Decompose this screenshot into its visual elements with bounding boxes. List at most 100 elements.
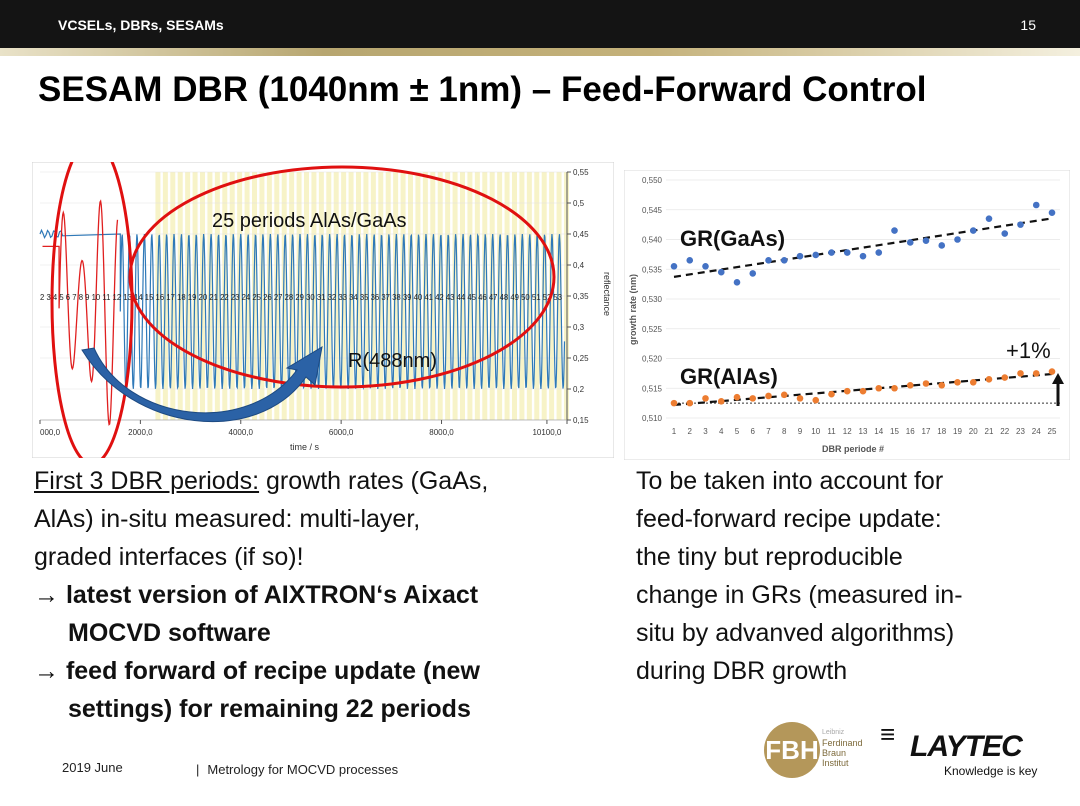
alas-point bbox=[969, 379, 977, 386]
gaas-point bbox=[954, 236, 961, 243]
y-tick-label: 0,3 bbox=[573, 323, 585, 332]
reflectance-chart: 2 3 4 5 6 7 8 9 10 11 12 13 14 15 16 17 … bbox=[32, 162, 614, 458]
y-tick-label: 0,25 bbox=[573, 354, 589, 363]
series-alas-label: GR(AlAs) bbox=[680, 364, 778, 389]
section-title: VCSELs, DBRs, SESAMs bbox=[58, 17, 224, 33]
gaas-point bbox=[938, 242, 946, 249]
first-periods-underline: First 3 DBR periods: bbox=[34, 467, 260, 495]
y-tick-label: 0,55 bbox=[573, 168, 589, 177]
alas-point bbox=[843, 387, 851, 395]
gaas-point bbox=[702, 262, 709, 270]
y-tick-label: 0,520 bbox=[642, 355, 663, 364]
y-tick-label: 0,35 bbox=[573, 292, 589, 301]
series-gaas-label: GR(GaAs) bbox=[680, 226, 785, 251]
fbh-text-line: Braun bbox=[822, 748, 847, 758]
laytec-symbol-icon: ≡ bbox=[880, 719, 896, 749]
first-periods-ellipse bbox=[50, 162, 134, 458]
reflectance-signal-main bbox=[39, 228, 566, 390]
gaas-point bbox=[780, 257, 788, 264]
gaas-point bbox=[891, 227, 898, 234]
x-tick-label: 25 bbox=[1048, 427, 1057, 436]
y-tick-label: 0,530 bbox=[642, 295, 663, 304]
y-tick-label: 0,5 bbox=[573, 199, 585, 208]
x-tick-label: 19 bbox=[953, 427, 962, 436]
left-text-block: First 3 DBR periods: growth rates (GaAs,… bbox=[34, 462, 594, 728]
y-tick-label: 0,525 bbox=[642, 325, 663, 334]
y-axis-label: reflectance bbox=[602, 272, 612, 316]
alas-point bbox=[1001, 374, 1009, 381]
increase-label: +1% bbox=[1006, 338, 1051, 363]
x-tick-label: 4000,0 bbox=[229, 428, 254, 437]
alas-point bbox=[1017, 370, 1024, 377]
y-tick-label: 0,45 bbox=[573, 230, 589, 239]
fbh-logo-text: Leibniz Ferdinand Braun Institut bbox=[822, 728, 882, 768]
footer-date: 2019 June bbox=[62, 760, 123, 775]
x-tick-label: 3 bbox=[703, 427, 708, 436]
gaas-point bbox=[733, 279, 741, 286]
y-tick-label: 0,545 bbox=[642, 206, 663, 215]
bullet-1-text: latest version of AIXTRON‘s Aixact bbox=[59, 581, 479, 609]
x-tick-label: 2000,0 bbox=[128, 428, 153, 437]
arrow-icon: → bbox=[34, 581, 59, 609]
x-tick-label: 21 bbox=[985, 427, 994, 436]
y-tick-label: 0,550 bbox=[642, 176, 663, 185]
bullet-2-cont: settings) for remaining 22 periods bbox=[68, 695, 471, 723]
alas-point bbox=[859, 387, 867, 395]
x-tick-label: 1 bbox=[672, 427, 677, 436]
x-tick-label: 9 bbox=[798, 427, 803, 436]
gaas-point bbox=[1001, 230, 1009, 237]
gaas-point bbox=[796, 252, 804, 260]
alas-point bbox=[796, 395, 804, 402]
left-line-3: graded interfaces (if so)! bbox=[34, 543, 304, 571]
gaas-point bbox=[985, 215, 993, 222]
signal-label: R(488nm) bbox=[348, 350, 437, 372]
laytec-logo: LAYTEC bbox=[910, 730, 1023, 763]
x-tick-label: 15 bbox=[890, 427, 899, 436]
x-tick-label: 20 bbox=[969, 427, 978, 436]
x-tick-label: 6000,0 bbox=[329, 428, 354, 437]
fbh-logo: FBH bbox=[764, 722, 820, 778]
x-tick-label: 10100,0 bbox=[532, 428, 561, 437]
periods-ellipse bbox=[128, 165, 556, 389]
right-line-2: feed-forward recipe update: bbox=[636, 505, 942, 533]
bullet-1-cont: MOCVD software bbox=[68, 619, 271, 647]
x-tick-label: 18 bbox=[937, 427, 946, 436]
growth-rate-chart: 0,510 0,515 0,520 0,525 0,530 0,535 0,540 0,545… bbox=[624, 170, 1070, 460]
y-axis-label: growth rate (nm) bbox=[628, 274, 638, 345]
x-tick-label: 5 bbox=[735, 427, 740, 436]
increase-arrow bbox=[1052, 373, 1064, 406]
x-tick-label: 6 bbox=[751, 427, 756, 436]
series-gaas-points bbox=[670, 201, 1056, 286]
x-axis-ticks: 000,0 2000,0 4000,0 6000,0 8000,0 10100,0 bbox=[39, 420, 562, 437]
y-tick-label: 0,510 bbox=[642, 414, 663, 423]
alas-point bbox=[1048, 368, 1056, 375]
arrow-icon: → bbox=[34, 657, 59, 685]
alas-point bbox=[812, 396, 820, 404]
y-tick-label: 0,2 bbox=[573, 385, 585, 394]
x-tick-label: 11 bbox=[827, 427, 836, 436]
alas-point bbox=[828, 390, 835, 398]
gaas-point bbox=[843, 249, 851, 256]
gaas-point bbox=[922, 237, 930, 244]
gaas-point bbox=[812, 251, 820, 259]
x-tick-label: 7 bbox=[766, 427, 771, 436]
bullet-2-text: feed forward of recipe update (new bbox=[59, 657, 480, 685]
y-tick-label: 0,540 bbox=[642, 236, 663, 245]
y-tick-label: 0,535 bbox=[642, 265, 663, 274]
x-tick-label: 4 bbox=[719, 427, 724, 436]
x-tick-label: 22 bbox=[1000, 427, 1009, 436]
slide-title: SESAM DBR (1040nm ± 1nm) – Feed-Forward … bbox=[38, 70, 927, 109]
alas-point bbox=[985, 376, 993, 383]
gaas-point bbox=[859, 252, 867, 260]
y-axis-ticks: 0,15 0,2 0,25 0,3 0,35 0,4 0,45 0,5 0,55 bbox=[567, 168, 589, 425]
gaas-point bbox=[749, 270, 757, 277]
gaas-point bbox=[875, 249, 883, 256]
curved-arrow bbox=[81, 346, 323, 423]
laytec-tagline: Knowledge is key bbox=[944, 764, 1038, 778]
gaas-point bbox=[670, 262, 678, 270]
bullet-2: → feed forward of recipe update (new bbox=[34, 652, 594, 690]
right-line-4: change in GRs (measured in- bbox=[636, 581, 963, 609]
alas-point bbox=[1032, 370, 1040, 377]
alas-point bbox=[717, 398, 725, 405]
x-tick-label: 17 bbox=[922, 427, 931, 436]
